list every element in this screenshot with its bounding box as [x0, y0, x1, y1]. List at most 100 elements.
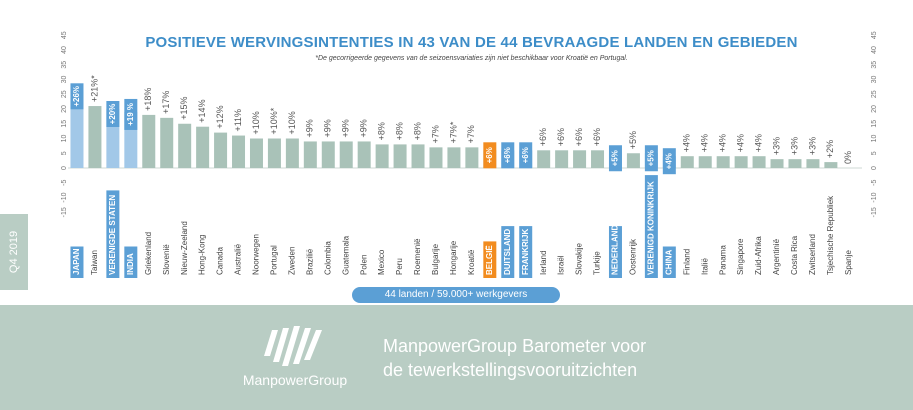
category-label: Colombia [323, 241, 332, 275]
category-label: VERENIGD KONINKRIJK [646, 181, 655, 275]
category-label: Canada [216, 246, 225, 275]
value-label: +5% [628, 131, 638, 149]
category-label: CHINA [664, 249, 673, 275]
value-label-box [70, 83, 84, 110]
category-label: JAPAN [72, 248, 81, 275]
value-label-box [608, 145, 622, 172]
y-tick-label-right: 5 [871, 151, 878, 155]
category-label: Guatemala [341, 235, 350, 275]
category-label-box [483, 241, 497, 278]
bar [573, 150, 587, 168]
value-label: +8% [394, 122, 404, 140]
category-label: INDIA [126, 253, 135, 275]
value-label: +4% [736, 134, 746, 152]
category-label: Noorwegen [252, 234, 261, 275]
category-label-box [644, 175, 658, 278]
y-tick-label-left: 25 [61, 90, 68, 98]
category-label: Zweden [287, 247, 296, 275]
category-label: Costa Rica [790, 235, 799, 275]
value-label: +26% [72, 86, 81, 107]
value-label: +15% [179, 96, 189, 119]
category-label: Mexico [377, 249, 386, 275]
manpowergroup-logo-icon [264, 326, 322, 366]
category-label-box [70, 246, 84, 278]
category-label: Griekenland [144, 232, 153, 275]
category-label: Bulgarije [431, 243, 440, 275]
y-tick-label-left: -15 [61, 207, 68, 217]
bar [555, 150, 569, 168]
y-tick-label-left: 15 [61, 120, 68, 128]
category-label: Finland [682, 249, 691, 275]
value-label: +3% [789, 137, 799, 155]
bar [375, 144, 389, 168]
value-label: +9% [341, 119, 351, 137]
value-label: +4% [753, 134, 763, 152]
value-label: +8% [377, 122, 387, 140]
bar [214, 132, 228, 168]
y-tick-label-left: 30 [61, 76, 68, 84]
category-label-box [501, 226, 515, 278]
value-label: +2% [825, 140, 835, 158]
category-label-box [519, 226, 533, 278]
y-tick-label-right: 35 [871, 61, 878, 69]
tagline: ManpowerGroup Barometer voor de tewerkst… [383, 334, 646, 382]
bar [267, 138, 281, 168]
category-label: Brazilië [305, 248, 314, 275]
value-label: +10% [251, 111, 261, 134]
value-label: +19 % [126, 103, 135, 126]
value-label: +17% [161, 91, 171, 114]
value-label-box [644, 145, 658, 172]
value-label: +10%* [269, 107, 279, 134]
bar [321, 141, 335, 168]
category-label: Roemenië [413, 238, 422, 275]
category-label: Portugal [270, 245, 279, 275]
value-label: +6% [503, 147, 512, 163]
bar [824, 162, 838, 168]
value-label: +18% [143, 88, 153, 111]
category-label: Zwitserland [808, 234, 817, 275]
y-tick-label-right: -5 [871, 180, 878, 186]
value-label: +4% [700, 134, 710, 152]
category-label: DUITSLAND [503, 229, 512, 275]
value-label: +20% [108, 104, 117, 125]
value-label-box [519, 142, 533, 169]
category-label: Panama [718, 245, 727, 275]
category-label: Oostenrijk [629, 238, 638, 275]
bar [357, 141, 371, 168]
category-label: VERENIGDE STATEN [108, 195, 117, 275]
y-tick-label-left: 20 [61, 105, 68, 113]
y-tick-label-left: -5 [61, 180, 68, 186]
bar [591, 150, 605, 168]
value-label: +9% [305, 119, 315, 137]
category-label: Turkije [593, 251, 602, 275]
value-label: +4% [682, 134, 692, 152]
y-tick-label-left: 45 [61, 31, 68, 39]
bar [716, 156, 730, 168]
value-label: +10% [287, 111, 297, 134]
value-label: +6% [521, 147, 530, 163]
value-label: +14% [197, 99, 207, 122]
bar [88, 106, 102, 168]
category-label-box [662, 246, 676, 278]
value-label: +3% [807, 137, 817, 155]
value-label-box [106, 101, 120, 127]
category-label: Argentinië [772, 238, 781, 275]
bar [339, 141, 353, 168]
y-tick-label-right: -10 [871, 192, 878, 202]
chart-title: POSITIEVE WERVINGSINTENTIES IN 43 VAN DE… [145, 34, 798, 51]
category-label: FRANKRIJK [521, 229, 530, 275]
value-label: +6% [592, 128, 602, 146]
category-label: Ierland [539, 251, 548, 275]
bar [788, 159, 802, 168]
y-tick-label-right: 45 [871, 31, 878, 39]
y-tick-label-left: 10 [61, 135, 68, 143]
bar [393, 144, 407, 168]
bar [249, 138, 263, 168]
category-label: Peru [395, 258, 404, 275]
category-label: BELGIË [485, 245, 494, 275]
bar [411, 144, 425, 168]
logo-text: ManpowerGroup [242, 372, 348, 388]
category-label: Slovakije [575, 242, 584, 275]
y-tick-label-right: 20 [871, 105, 878, 113]
y-tick-label-right: 30 [871, 76, 878, 84]
